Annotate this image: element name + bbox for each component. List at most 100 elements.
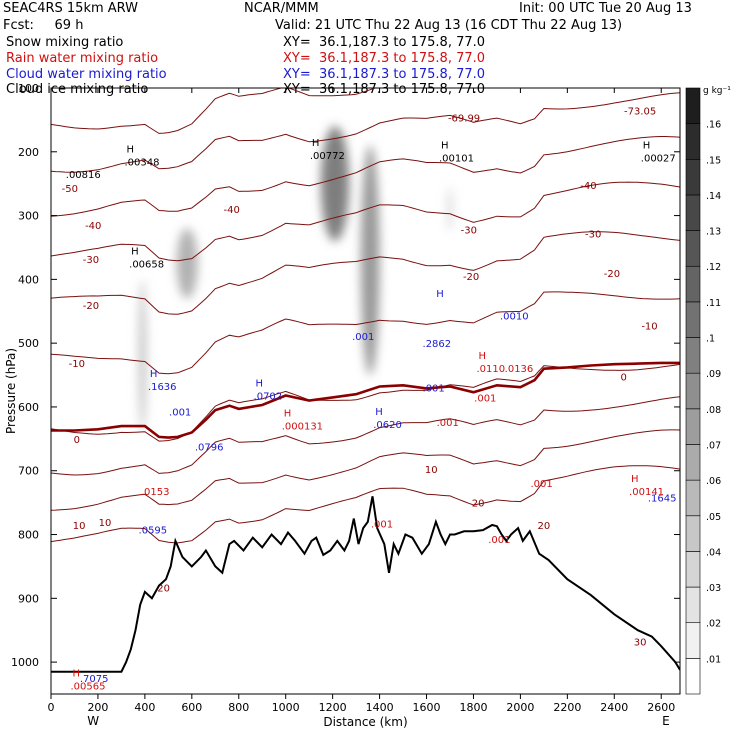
temperature-contour-1 <box>51 92 680 173</box>
y-tick-label: 100 <box>18 82 39 95</box>
contour-label: -30 <box>83 255 99 266</box>
annotation-value: .0595 <box>139 525 168 536</box>
terrain <box>51 496 680 673</box>
annotation-value: .0110 <box>477 364 506 375</box>
colorbar-swatch <box>685 408 701 445</box>
annotation-value: .00565 <box>70 682 105 693</box>
annotation-value: .00658 <box>129 259 164 270</box>
annotation-value: .001 <box>169 407 191 418</box>
contour-label: -50 <box>62 184 78 195</box>
contour-label: 0 <box>620 372 626 383</box>
colorbar-swatch <box>685 551 701 588</box>
annotation-marker: H <box>150 369 158 380</box>
colorbar-swatch <box>685 586 701 624</box>
annotation-value: .0010 <box>500 312 529 323</box>
colorbar-swatch <box>685 372 701 410</box>
x-tick-label: 0 <box>48 701 55 714</box>
annotation-marker: H <box>72 669 80 680</box>
temperature-contour-9 <box>51 465 680 544</box>
colorbar-label: .05 <box>706 512 721 523</box>
colorbar-label: .13 <box>706 227 721 238</box>
field-xy-cloud-ice: XY= 36.1,187.3 to 175.8, 77.0 <box>283 82 486 97</box>
contour-label: -10 <box>641 321 657 332</box>
annotation-value: .001 <box>437 418 459 429</box>
y-axis-label: Pressure (hPa) <box>4 348 18 434</box>
contour-label: -30 <box>585 229 601 240</box>
annotation-value: .0153 <box>141 487 170 498</box>
x-tick-label: 800 <box>228 701 249 714</box>
y-tick-label: 200 <box>18 146 39 159</box>
field-name-cloud-water: Cloud water mixing ratio <box>6 67 167 82</box>
field-xy-rain: XY= 36.1,187.3 to 175.8, 77.0 <box>283 51 486 66</box>
annotation-marker: H <box>312 138 320 149</box>
east-label: E <box>662 714 670 728</box>
annotation-value: .001 <box>423 384 445 395</box>
annotation-value: .00772 <box>310 151 345 162</box>
annotation-marker: H <box>256 378 264 389</box>
field-xy-snow: XY= 36.1,187.3 to 175.8, 77.0 <box>283 35 486 50</box>
axes: 0 200 400 600 800 1000 1200 1400 1600 1800 2000 220… <box>4 82 680 729</box>
colorbar-label: .11 <box>706 298 721 309</box>
contour-label: -20 <box>83 301 99 312</box>
contour-label: -73.05 <box>624 106 656 117</box>
contour-label: -20 <box>604 269 620 280</box>
freezing-level-line <box>51 361 680 439</box>
x-tick-label: 1000 <box>272 701 300 714</box>
annotation-value: .00027 <box>641 153 676 164</box>
colorbar-label: .06 <box>706 476 721 487</box>
annotation-value: .0136 <box>505 364 534 375</box>
contour-label: 10 <box>73 521 86 532</box>
forecast-hour: Fcst: 69 h <box>3 18 84 33</box>
annotation-marker: H <box>375 407 383 418</box>
annotation-marker: H <box>631 474 639 485</box>
x-tick-label: 2400 <box>600 701 628 714</box>
annotation-value: .0702 <box>254 391 283 402</box>
colorbar-swatch <box>685 194 701 231</box>
x-tick-label: 2600 <box>647 701 675 714</box>
terrain-line <box>51 496 680 673</box>
x-tick-label: 2000 <box>506 701 534 714</box>
colorbar-swatch <box>685 658 701 695</box>
west-label: W <box>87 714 99 728</box>
y-tick-label: 400 <box>18 273 39 286</box>
annotation-marker: H <box>131 246 139 257</box>
annotation-value: .001 <box>530 479 552 490</box>
init-time: Init: 00 UTC Tue 20 Aug 13 <box>519 1 692 16</box>
colorbar: .01 .02 .03 .04 .05 .06 .07 .08 .09 .1 .11 .12 .13 .1… <box>685 86 731 695</box>
shaded-region-2 <box>360 145 380 376</box>
contour-label: 0 <box>74 435 80 446</box>
x-tick-label: 1200 <box>319 701 347 714</box>
colorbar-label: .16 <box>706 120 721 131</box>
colorbar-swatch <box>685 479 701 517</box>
shaded-region-1 <box>320 126 350 242</box>
x-tick-label: 1600 <box>413 701 441 714</box>
contour-label: -69.99 <box>448 113 480 124</box>
plot-frame <box>50 87 681 695</box>
colorbar-label: .04 <box>706 547 721 558</box>
y-tick-label: 700 <box>18 465 39 478</box>
colorbar-swatch <box>685 123 701 160</box>
field-name-rain: Rain water mixing ratio <box>6 51 159 66</box>
temperature-contour-7 <box>51 396 680 476</box>
annotation-marker: H <box>436 289 444 300</box>
x-axis-label: Distance (km) <box>323 715 407 729</box>
x-tick-label: 2200 <box>553 701 581 714</box>
shaded-region-3 <box>139 279 147 433</box>
org-label: NCAR/MMM <box>244 1 319 16</box>
x-tick-label: 1800 <box>459 701 487 714</box>
colorbar-label: .09 <box>706 369 721 380</box>
x-tick-label: 400 <box>134 701 155 714</box>
contour-label: 10 <box>425 465 438 476</box>
annotation-value: .001 <box>488 535 510 546</box>
annotation-value: .0796 <box>195 442 224 453</box>
annotation-marker: H <box>126 144 134 155</box>
colorbar-swatch <box>685 265 701 303</box>
x-tick-label: 200 <box>87 701 108 714</box>
contour-label: 20 <box>157 583 170 594</box>
colorbar-label: .12 <box>706 262 721 273</box>
y-tick-label: 1000 <box>11 656 39 669</box>
y-tick-label: 600 <box>18 401 39 414</box>
annotation-value: .00348 <box>124 157 159 168</box>
colorbar-label: .03 <box>706 583 721 594</box>
